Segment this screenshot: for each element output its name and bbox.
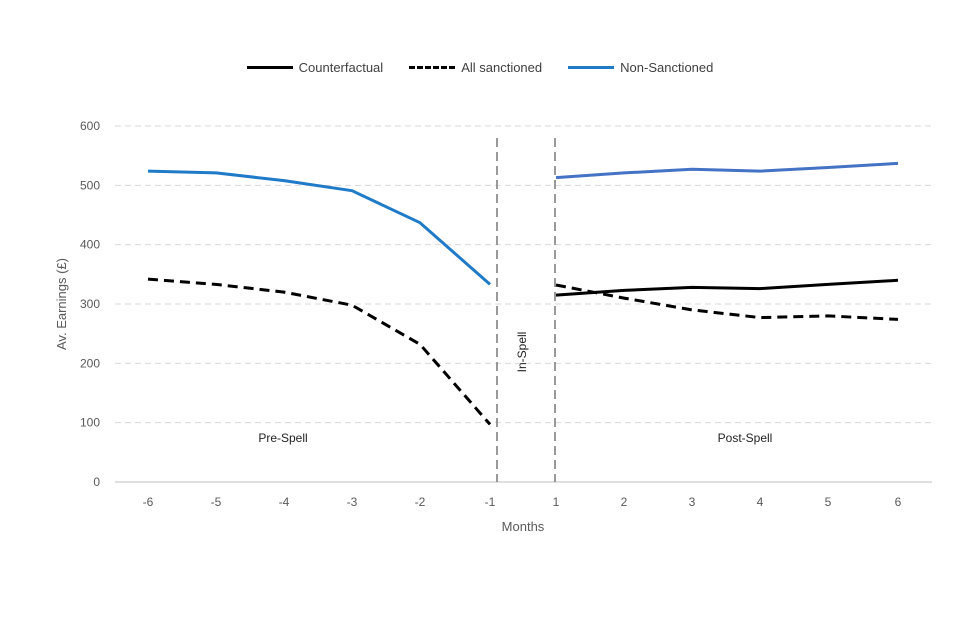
pre-spell-label: Pre-Spell (258, 431, 307, 445)
legend-swatch-dashed-black (409, 66, 456, 69)
x-tick-labels: -6 -5 -4 -3 -2 -1 1 2 3 4 5 6 (143, 495, 902, 509)
y-tick-label-500: 500 (80, 178, 100, 192)
y-tick-label-0: 0 (93, 475, 100, 489)
chart-legend: Counterfactual All sanctioned Non-Sancti… (0, 60, 960, 75)
y-axis-label: Av. Earnings (£) (54, 258, 69, 350)
x-tick-label-1: 1 (553, 495, 560, 509)
in-spell-label: In-Spell (515, 332, 529, 373)
legend-item-counterfactual: Counterfactual (246, 60, 384, 75)
legend-swatch-blue (568, 66, 615, 69)
y-tick-labels: 0 100 200 300 400 500 600 (80, 119, 100, 489)
series-lines (147, 161, 899, 426)
y-tick-label-400: 400 (80, 238, 100, 252)
legend-label-counterfactual: Counterfactual (298, 60, 384, 75)
legend-item-non-sanctioned: Non-Sanctioned (568, 60, 713, 75)
y-tick-label-100: 100 (80, 416, 100, 430)
x-tick-label--6: -6 (143, 495, 154, 509)
x-tick-label-6: 6 (895, 495, 902, 509)
x-tick-label--4: -4 (279, 495, 290, 509)
series-line-non-sanctioned-seg2 (555, 161, 899, 180)
series-line-counterfactual-seg1 (555, 278, 899, 297)
y-tick-label-600: 600 (80, 119, 100, 133)
x-tick-label-2: 2 (621, 495, 628, 509)
x-tick-label--5: -5 (211, 495, 222, 509)
x-tick-label-5: 5 (825, 495, 832, 509)
gridlines (115, 125, 932, 424)
x-tick-label-4: 4 (757, 495, 764, 509)
legend-label-all-sanctioned: All sanctioned (461, 60, 543, 75)
y-tick-label-200: 200 (80, 356, 100, 370)
x-tick-label--2: -2 (415, 495, 426, 509)
y-tick-label-300: 300 (80, 297, 100, 311)
legend-label-non-sanctioned: Non-Sanctioned (620, 60, 714, 75)
series-line-all-sanctioned-seg1 (147, 277, 492, 426)
x-tick-label--3: -3 (347, 495, 358, 509)
x-tick-label--1: -1 (485, 495, 496, 509)
series-line-non-sanctioned-seg1 (147, 169, 491, 286)
series-line-all-sanctioned-seg2 (555, 283, 899, 321)
x-tick-label-3: 3 (689, 495, 696, 509)
x-axis-label: Months (502, 519, 545, 534)
post-spell-label: Post-Spell (718, 431, 773, 445)
legend-swatch-solid-black (246, 66, 293, 69)
legend-item-all-sanctioned: All sanctioned (409, 60, 542, 75)
